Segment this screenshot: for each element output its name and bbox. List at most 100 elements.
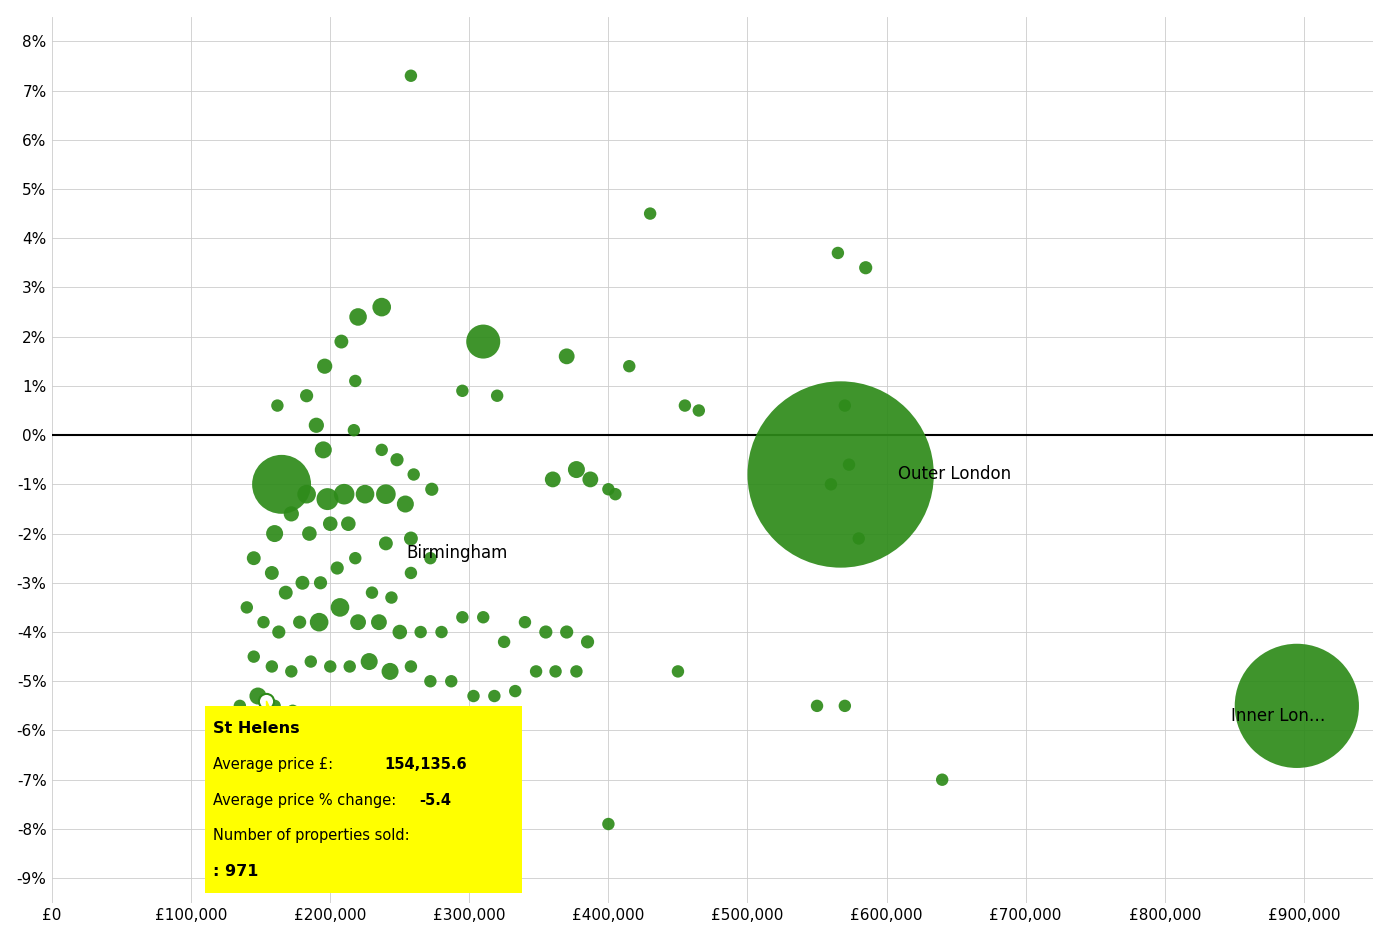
Point [261,566,284,581]
Text: : 971: : 971 [214,865,259,880]
Point [514,615,537,630]
Point [354,713,377,728]
Point [354,487,377,502]
Point [336,713,359,728]
Point [688,403,710,418]
Point [441,674,463,689]
Point [505,683,527,698]
Point [310,575,332,590]
Point [320,516,342,531]
Point [820,477,842,492]
Point [452,384,474,399]
Point [256,694,278,709]
Point [253,615,275,630]
Point [577,634,599,650]
Point [806,698,828,713]
Text: St Helens: St Helens [214,721,300,736]
Point [275,585,297,600]
Point [931,772,954,787]
Point [403,467,425,482]
Point [667,664,689,679]
Point [834,398,856,413]
Point [317,708,339,723]
Point [299,526,321,541]
Point [542,472,564,487]
Point [396,738,418,753]
Point [292,575,314,590]
Point [339,659,361,674]
Point [327,560,349,575]
Point [421,481,443,496]
Point [410,624,432,639]
Point [400,69,423,84]
Point [525,664,548,679]
Text: 154,135.6: 154,135.6 [385,757,467,772]
Point [830,467,852,482]
Point [420,674,442,689]
Point [470,767,492,782]
Point [371,443,393,458]
Point [566,462,588,478]
FancyBboxPatch shape [206,706,523,893]
Point [320,659,342,674]
Point [317,492,339,507]
Point [598,817,620,832]
Text: -5.4: -5.4 [420,792,452,807]
Point [400,566,423,581]
Point [381,590,403,605]
Point [243,650,265,665]
Point [855,260,877,275]
Point [368,615,391,630]
Point [296,487,318,502]
Point [361,585,384,600]
Point [309,615,331,630]
Point [345,551,367,566]
Point [306,417,328,432]
Point [243,551,265,566]
Point [236,600,259,615]
Point [1286,698,1308,713]
Point [580,472,602,487]
Point [484,688,506,703]
Point [313,443,335,458]
Polygon shape [267,701,310,794]
Point [261,659,284,674]
Point [282,703,304,718]
Point [834,698,856,713]
Point [486,388,509,403]
Point [420,551,442,566]
Point [605,487,627,502]
Point [379,664,402,679]
Point [639,206,662,221]
Point [493,634,516,650]
Point [848,531,870,546]
Point [268,624,291,639]
Point [431,624,453,639]
Point [289,615,311,630]
Text: Inner Lon…: Inner Lon… [1232,707,1326,725]
Text: Number of properties sold:: Number of properties sold: [214,828,410,843]
Point [343,423,366,438]
Text: Average price £:: Average price £: [214,757,338,772]
Point [329,600,352,615]
Point [431,747,453,762]
Point [281,664,303,679]
Point [473,610,495,625]
Point [375,487,398,502]
Text: Outer London: Outer London [898,465,1011,483]
Point [300,713,322,728]
Point [400,531,423,546]
Point [348,615,370,630]
Point [838,457,860,472]
Point [566,664,588,679]
Point [556,624,578,639]
Point [545,664,567,679]
Point [452,610,474,625]
Point [264,526,286,541]
Point [334,487,356,502]
Point [400,659,423,674]
Point [229,698,252,713]
Point [827,245,849,260]
Point [264,698,286,713]
Point [281,507,303,522]
